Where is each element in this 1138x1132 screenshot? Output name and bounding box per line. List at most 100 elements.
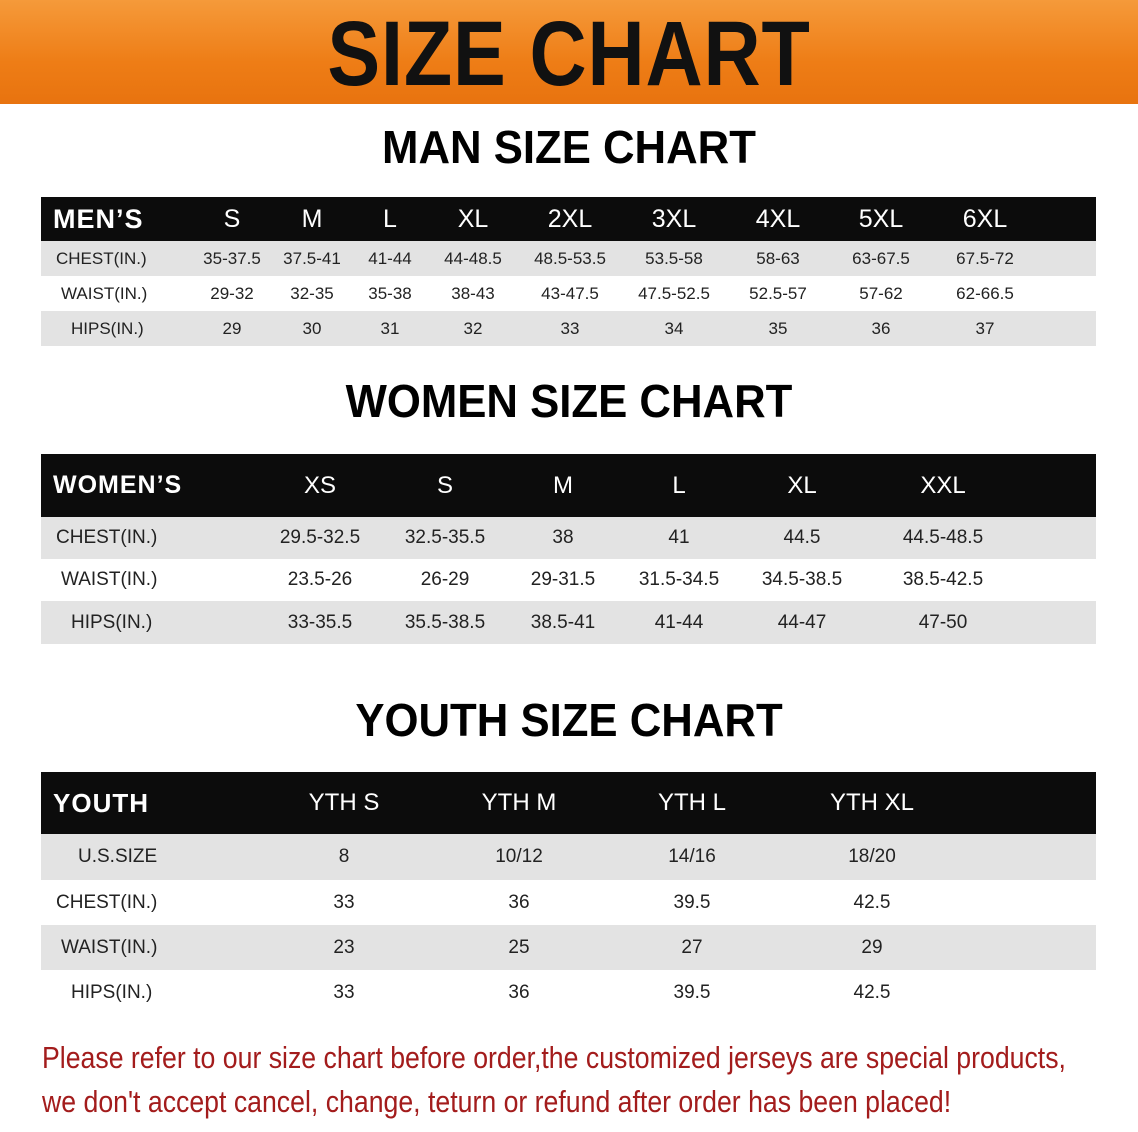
table-cell: 67.5-72 — [956, 248, 1014, 268]
size-header-cell: S — [223, 204, 241, 233]
table-cell: 47-50 — [918, 611, 968, 633]
table-row: HIPS(IN.) 29 30 31 32 33 34 35 36 37 — [41, 311, 1096, 346]
table-row: CHEST(IN.) 35-37.5 37.5-41 41-44 44-48.5 48.5… — [41, 241, 1096, 276]
table-cell: 37.5-41 — [283, 248, 341, 268]
men-section-title: MAN SIZE CHART — [382, 121, 756, 173]
table-row: HIPS(IN.) 33 36 39.5 42.5 — [41, 970, 1096, 1016]
table-row: WAIST(IN.) 23 25 27 29 — [41, 925, 1096, 970]
table-cell: 29.5-32.5 — [279, 527, 361, 548]
size-header-cell: XXL — [920, 471, 966, 499]
size-header-cell: XS — [303, 471, 337, 499]
table-cell: 29-32 — [210, 283, 254, 303]
table-title-cell: MEN’S — [53, 203, 144, 234]
table-cell: 18/20 — [848, 846, 896, 867]
table-cell: 14/16 — [668, 846, 716, 867]
size-header-cell: YTH L — [657, 789, 727, 816]
table-cell: 41 — [668, 527, 690, 548]
size-header-cell: M — [301, 204, 323, 233]
table-cell: 33 — [560, 318, 580, 338]
table-cell: 37 — [975, 318, 995, 338]
measurement-label: CHEST(IN.) — [56, 248, 147, 268]
table-row: WAIST(IN.) 29-32 32-35 35-38 38-43 43-47.5 47.… — [41, 276, 1096, 311]
table-cell: 53.5-58 — [645, 248, 703, 268]
table-title-cell: YOUTH — [53, 787, 149, 818]
table-cell: 31 — [380, 318, 400, 338]
measurement-label: CHEST(IN.) — [56, 891, 158, 913]
table-cell: 8 — [338, 846, 350, 867]
table-cell: 30 — [302, 318, 322, 338]
size-header-cell: S — [436, 471, 454, 499]
measurement-label: WAIST(IN.) — [61, 936, 158, 958]
table-cell: 29 — [861, 936, 883, 958]
table-cell: 48.5-53.5 — [534, 248, 606, 268]
table-cell: 36 — [508, 891, 530, 913]
banner: SIZE CHART — [0, 0, 1138, 105]
table-cell: 33-35.5 — [287, 611, 353, 633]
table-cell: 47.5-52.5 — [638, 283, 710, 303]
youth-section-title: YOUTH SIZE CHART — [355, 694, 783, 746]
header-row: MEN’S S M L XL 2XL 3XL 4XL 5XL 6XL — [41, 197, 1096, 241]
measurement-label: CHEST(IN.) — [56, 527, 158, 548]
table-cell: 33 — [333, 982, 355, 1003]
size-header-cell: YTH XL — [829, 789, 915, 816]
table-cell: 39.5 — [673, 891, 711, 913]
notice-line-1: Please refer to our size chart before or… — [42, 1040, 1066, 1075]
table-cell: 31.5-34.5 — [638, 569, 720, 590]
table-cell: 42.5 — [853, 891, 891, 913]
table-cell: 43-47.5 — [541, 283, 599, 303]
table-cell: 41-44 — [654, 611, 704, 633]
women-section-title: WOMEN SIZE CHART — [345, 375, 793, 427]
measurement-label: WAIST(IN.) — [61, 569, 158, 590]
table-cell: 27 — [681, 936, 703, 958]
table-cell: 52.5-57 — [749, 283, 807, 303]
table-cell: 32.5-35.5 — [404, 527, 486, 548]
table-row: HIPS(IN.) 33-35.5 35.5-38.5 38.5-41 41-44 44-… — [41, 601, 1096, 644]
size-header-cell: YTH S — [308, 789, 380, 816]
table-cell: 23.5-26 — [287, 569, 353, 590]
table-cell: 58-63 — [756, 248, 800, 268]
table-cell: 26-29 — [420, 569, 470, 590]
measurement-label: HIPS(IN.) — [71, 611, 153, 633]
size-header-cell: L — [383, 204, 397, 233]
table-cell: 35-37.5 — [203, 248, 261, 268]
table-cell: 38.5-42.5 — [902, 569, 984, 590]
measurement-label: HIPS(IN.) — [71, 318, 144, 338]
size-header-cell: 3XL — [651, 204, 697, 233]
table-row: CHEST(IN.) 33 36 39.5 42.5 — [41, 880, 1096, 925]
table-cell: 10/12 — [495, 846, 543, 867]
table-cell: 33 — [333, 891, 355, 913]
table-row: CHEST(IN.) 29.5-32.5 32.5-35.5 38 41 44.5 44.5… — [41, 517, 1096, 559]
table-cell: 44.5-48.5 — [902, 527, 984, 548]
table-cell: 57-62 — [859, 283, 903, 303]
size-header-cell: XL — [787, 471, 817, 499]
table-cell: 41-44 — [368, 248, 412, 268]
table-cell: 35.5-38.5 — [404, 611, 486, 633]
table-row: WAIST(IN.) 23.5-26 26-29 29-31.5 31.5-34.5 34… — [41, 559, 1096, 601]
table-cell: 34 — [664, 318, 684, 338]
size-header-cell: 2XL — [547, 204, 593, 233]
table-cell: 38 — [552, 527, 574, 548]
size-header-cell: XL — [457, 204, 489, 233]
size-header-cell: L — [672, 471, 686, 499]
measurement-label: HIPS(IN.) — [71, 982, 153, 1003]
table-cell: 34.5-38.5 — [761, 569, 843, 590]
size-header-cell: 4XL — [755, 204, 801, 233]
table-cell: 36 — [508, 982, 530, 1003]
order-notice: Please refer to our size chart before or… — [42, 1036, 1066, 1124]
table-cell: 62-66.5 — [956, 283, 1014, 303]
table-cell: 29-31.5 — [530, 569, 596, 590]
size-header-cell: 6XL — [962, 204, 1008, 233]
size-header-cell: M — [553, 471, 573, 499]
table-title-cell: WOMEN’S — [53, 471, 183, 499]
table-cell: 32-35 — [290, 283, 334, 303]
table-cell: 38.5-41 — [530, 611, 596, 633]
table-cell: 35-38 — [368, 283, 412, 303]
table-cell: 44.5 — [783, 527, 821, 548]
table-cell: 44-48.5 — [444, 248, 502, 268]
header-row: WOMEN’S XS S M L XL XXL — [41, 454, 1096, 517]
table-cell: 35 — [768, 318, 788, 338]
table-cell: 25 — [508, 936, 530, 958]
table-cell: 32 — [463, 318, 483, 338]
table-cell: 63-67.5 — [852, 248, 910, 268]
size-header-cell: 5XL — [858, 204, 904, 233]
